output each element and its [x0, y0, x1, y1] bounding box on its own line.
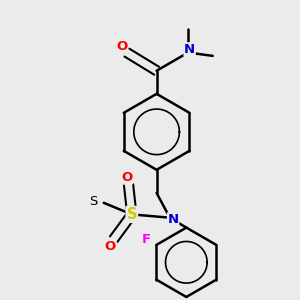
- Text: S: S: [89, 195, 97, 208]
- Text: S: S: [127, 207, 137, 222]
- Text: F: F: [142, 233, 151, 247]
- Text: N: N: [184, 43, 195, 56]
- Text: N: N: [168, 213, 179, 226]
- Text: O: O: [105, 240, 116, 253]
- Text: O: O: [116, 40, 128, 53]
- Text: O: O: [121, 171, 133, 184]
